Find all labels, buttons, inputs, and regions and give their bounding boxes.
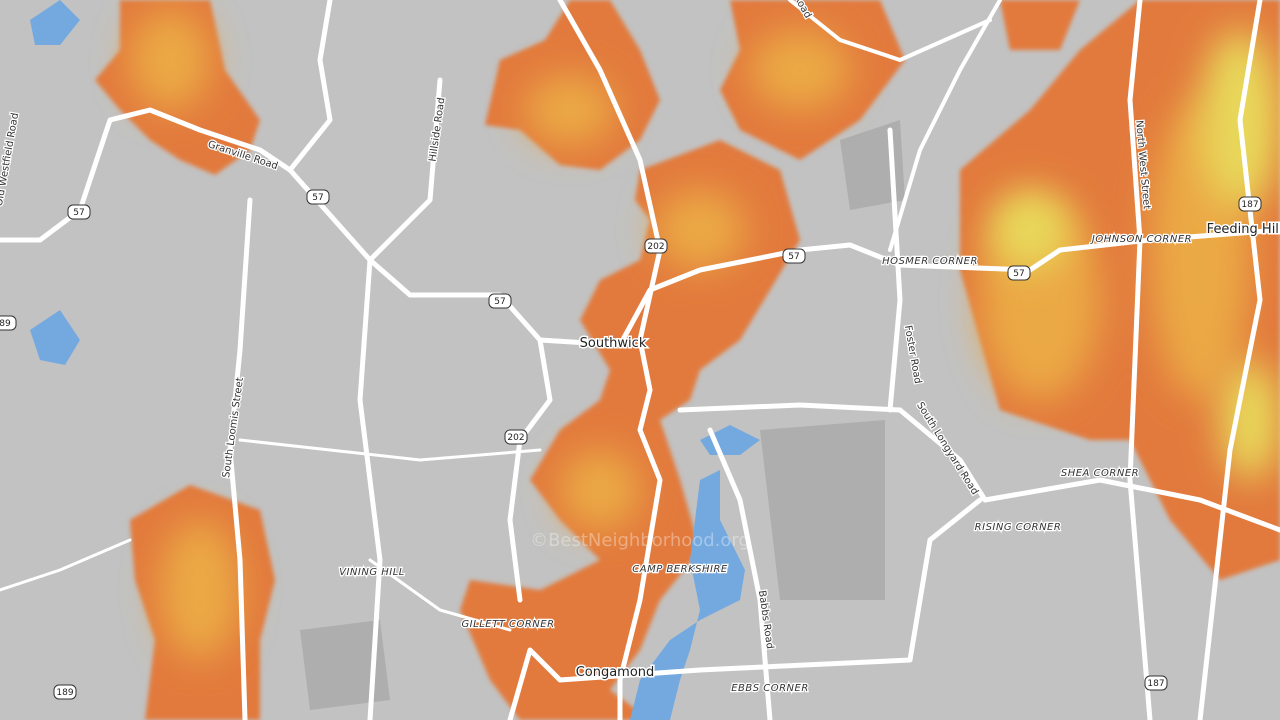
shield-badge — [0, 315, 17, 331]
shield-badge — [1007, 265, 1031, 281]
shield-number: 187 — [1241, 200, 1258, 210]
route-shield: 202 — [504, 429, 528, 445]
locality-label: CAMP BERKSHIRE — [632, 564, 728, 575]
locality-label: RISING CORNER — [975, 522, 1062, 533]
shield-number: 189 — [56, 688, 73, 698]
shield-badge — [488, 293, 512, 309]
shield-number: 89 — [0, 319, 11, 329]
shield-badge — [1238, 196, 1262, 212]
place-label: Southwick — [580, 336, 647, 351]
route-shield: 57 — [488, 293, 512, 309]
shield-number: 57 — [494, 297, 505, 307]
shield-number: 202 — [647, 242, 664, 252]
shield-badge — [504, 429, 528, 445]
route-shield: 57 — [306, 189, 330, 205]
route-shield: 89 — [0, 315, 17, 331]
locality-label: JOHNSON CORNER — [1090, 234, 1192, 245]
route-shield: 202 — [644, 238, 668, 254]
shield-number: 57 — [788, 252, 799, 262]
place-label: Feeding Hills — [1207, 222, 1280, 237]
locality-label: GILLETT CORNER — [461, 619, 554, 630]
shield-badge — [644, 238, 668, 254]
watermark: ©BestNeighborhood.org — [530, 530, 750, 551]
locality-label: EBBS CORNER — [731, 683, 809, 694]
route-shield: 189 — [53, 684, 77, 700]
shield-number: 202 — [507, 433, 524, 443]
route-shield: 57 — [67, 204, 91, 220]
locality-label: VINING HILL — [339, 567, 405, 578]
shield-number: 57 — [73, 208, 84, 218]
shield-badge — [306, 189, 330, 205]
route-shield: 187 — [1238, 196, 1262, 212]
shield-badge — [782, 248, 806, 264]
shield-number: 187 — [1147, 679, 1164, 689]
shield-badge — [1144, 675, 1168, 691]
route-shield: 57 — [1007, 265, 1031, 281]
place-label: Congamond — [576, 665, 655, 680]
locality-label: HOSMER CORNER — [882, 256, 978, 267]
shield-number: 57 — [312, 193, 323, 203]
locality-label: SHEA CORNER — [1061, 468, 1139, 479]
shield-badge — [67, 204, 91, 220]
route-shield: 187 — [1144, 675, 1168, 691]
shield-number: 57 — [1013, 269, 1024, 279]
route-shield: 57 — [782, 248, 806, 264]
shield-badge — [53, 684, 77, 700]
